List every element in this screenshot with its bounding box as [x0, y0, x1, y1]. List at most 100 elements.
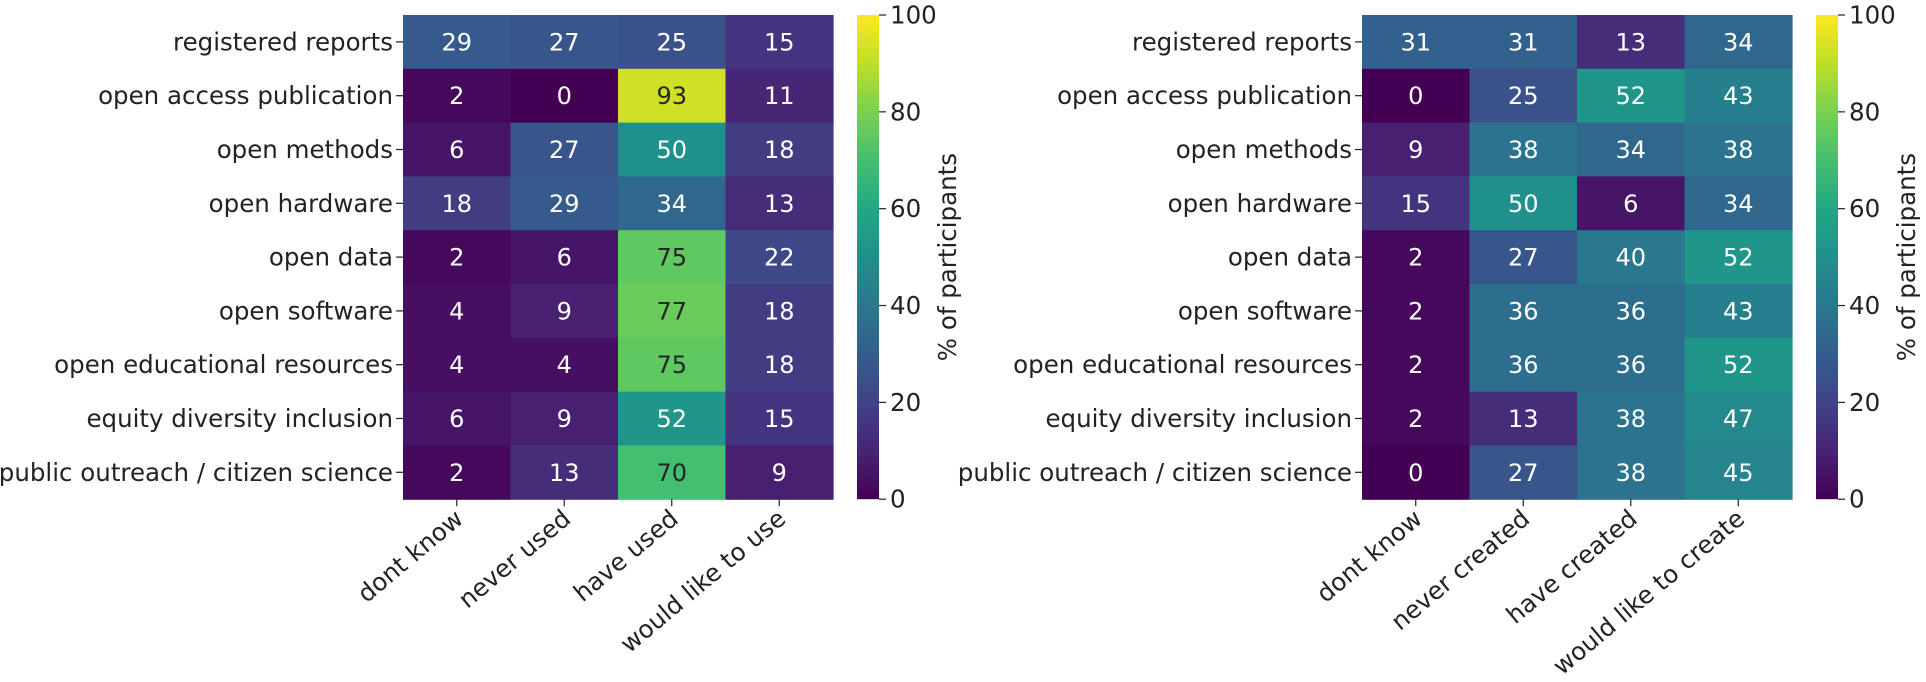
colorbar-tick-label: 0	[1849, 485, 1865, 514]
cell-value-label: 11	[764, 82, 795, 110]
cell-value-label: 15	[764, 28, 795, 56]
cell-value-label: 38	[1508, 136, 1539, 164]
heatmap-cell	[1577, 122, 1686, 177]
cell-value-label: 6	[557, 244, 572, 272]
cell-value-label: 2	[1408, 351, 1423, 379]
heatmap-cell	[403, 68, 512, 124]
heatmap-cell	[725, 337, 834, 393]
cell-value-label: 47	[1723, 405, 1754, 433]
heatmap-cell	[510, 230, 619, 285]
cell-value-label: 6	[1623, 190, 1638, 218]
cell-value-label: 29	[441, 28, 472, 56]
heatmap-cell	[403, 230, 512, 285]
heatmap-cell	[510, 122, 619, 177]
cell-value-label: 9	[1408, 136, 1423, 164]
cell-value-label: 34	[656, 190, 687, 218]
heatmap-cell	[1684, 391, 1793, 446]
heatmap-cell	[1469, 284, 1578, 339]
colorbar-tick-label: 20	[890, 388, 921, 417]
heatmap-cell	[510, 337, 619, 393]
cell-value-label: 52	[656, 405, 687, 433]
row-label: equity diversity inclusion	[86, 404, 393, 433]
cell-value-label: 27	[549, 136, 580, 164]
colorbar-tick-label: 20	[1849, 388, 1880, 417]
row-label: public outreach / citizen science	[0, 458, 393, 487]
cell-value-label: 93	[656, 82, 687, 110]
cell-value-label: 15	[764, 405, 795, 433]
cell-value-label: 45	[1723, 459, 1754, 487]
heatmap-cell	[1684, 122, 1793, 177]
row-label: open software	[1178, 296, 1352, 325]
heatmap-cell	[1469, 337, 1578, 393]
cell-value-label: 0	[557, 82, 572, 110]
cell-value-label: 9	[557, 405, 572, 433]
cell-value-label: 31	[1508, 28, 1539, 56]
heatmap-cell	[1469, 230, 1578, 285]
cell-value-label: 13	[549, 459, 580, 487]
cell-value-label: 38	[1615, 459, 1646, 487]
row-label: open educational resources	[1013, 350, 1352, 379]
cell-value-label: 0	[1408, 82, 1423, 110]
heatmap-cell	[403, 284, 512, 339]
cell-value-label: 4	[557, 351, 572, 379]
cell-value-label: 2	[449, 82, 464, 110]
cell-value-label: 13	[1508, 405, 1539, 433]
heatmap-cell	[1362, 15, 1471, 70]
heatmap-cell	[725, 445, 834, 500]
heatmap-cell	[618, 68, 727, 124]
colorbar-tick-label: 80	[1849, 97, 1880, 126]
cell-value-label: 2	[1408, 297, 1423, 325]
heatmap-cell	[1469, 68, 1578, 124]
heatmap-cell	[618, 445, 727, 500]
cell-value-label: 75	[656, 244, 687, 272]
colorbar-tick-label: 100	[1849, 1, 1896, 30]
colorbar-tick-label: 80	[890, 97, 921, 126]
cell-value-label: 40	[1615, 244, 1646, 272]
heatmap-cell	[1469, 391, 1578, 446]
heatmap-cell	[510, 284, 619, 339]
heatmap-cell	[618, 230, 727, 285]
heatmap-cell	[1362, 176, 1471, 231]
cell-value-label: 34	[1723, 28, 1754, 56]
heatmap-cell	[1577, 230, 1686, 285]
heatmap-cell	[725, 176, 834, 231]
colorbar-tick-label: 40	[1849, 291, 1880, 320]
cell-value-label: 4	[449, 297, 464, 325]
colorbar-label: % of participants	[1892, 153, 1921, 361]
heatmap-cell	[403, 445, 512, 500]
heatmap-cell	[1362, 68, 1471, 124]
heatmap-cell	[1362, 445, 1471, 500]
cell-value-label: 4	[449, 351, 464, 379]
row-label: open methods	[217, 135, 393, 164]
heatmap-cell	[510, 391, 619, 446]
heatmap-cell	[403, 337, 512, 393]
heatmap-cell	[510, 445, 619, 500]
cell-value-label: 70	[656, 459, 687, 487]
heatmap-cell	[1577, 337, 1686, 393]
heatmap-cell	[510, 68, 619, 124]
heatmap-cell	[510, 176, 619, 231]
heatmap-cell	[1362, 391, 1471, 446]
cell-value-label: 2	[449, 459, 464, 487]
cell-value-label: 77	[656, 297, 687, 325]
cell-value-label: 50	[656, 136, 687, 164]
heatmap-cell	[1684, 68, 1793, 124]
row-label: open data	[269, 243, 393, 272]
cell-value-label: 52	[1723, 244, 1754, 272]
heatmap-cell	[1469, 15, 1578, 70]
cell-value-label: 34	[1615, 136, 1646, 164]
heatmap-cell	[618, 176, 727, 231]
cell-value-label: 18	[764, 136, 795, 164]
colorbar	[857, 15, 879, 500]
cell-value-label: 15	[1400, 190, 1431, 218]
cell-value-label: 2	[1408, 405, 1423, 433]
colorbar-tick-label: 60	[890, 194, 921, 223]
row-label: open hardware	[209, 189, 393, 218]
cell-value-label: 52	[1615, 82, 1646, 110]
colorbar-tick-label: 0	[890, 485, 906, 514]
heatmap-cell	[1684, 15, 1793, 70]
cell-value-label: 18	[764, 297, 795, 325]
cell-value-label: 27	[549, 28, 580, 56]
